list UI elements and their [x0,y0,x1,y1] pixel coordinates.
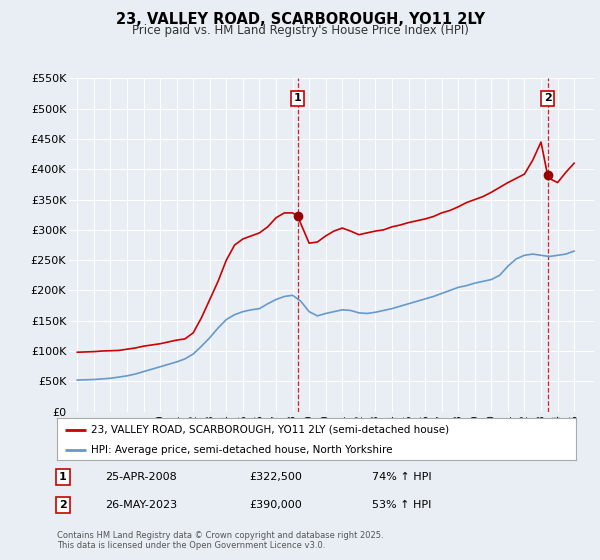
Text: £390,000: £390,000 [249,500,302,510]
Text: Contains HM Land Registry data © Crown copyright and database right 2025.
This d: Contains HM Land Registry data © Crown c… [57,531,383,550]
Text: 23, VALLEY ROAD, SCARBOROUGH, YO11 2LY (semi-detached house): 23, VALLEY ROAD, SCARBOROUGH, YO11 2LY (… [91,424,449,435]
Text: 1: 1 [59,472,67,482]
Text: Price paid vs. HM Land Registry's House Price Index (HPI): Price paid vs. HM Land Registry's House … [131,24,469,36]
Text: 53% ↑ HPI: 53% ↑ HPI [372,500,431,510]
Text: 25-APR-2008: 25-APR-2008 [105,472,177,482]
Text: HPI: Average price, semi-detached house, North Yorkshire: HPI: Average price, semi-detached house,… [91,445,392,455]
Text: 2: 2 [59,500,67,510]
Text: £322,500: £322,500 [249,472,302,482]
Text: 26-MAY-2023: 26-MAY-2023 [105,500,177,510]
Text: 1: 1 [294,94,302,104]
Text: 2: 2 [544,94,551,104]
Text: 74% ↑ HPI: 74% ↑ HPI [372,472,431,482]
Text: 23, VALLEY ROAD, SCARBOROUGH, YO11 2LY: 23, VALLEY ROAD, SCARBOROUGH, YO11 2LY [115,12,485,27]
